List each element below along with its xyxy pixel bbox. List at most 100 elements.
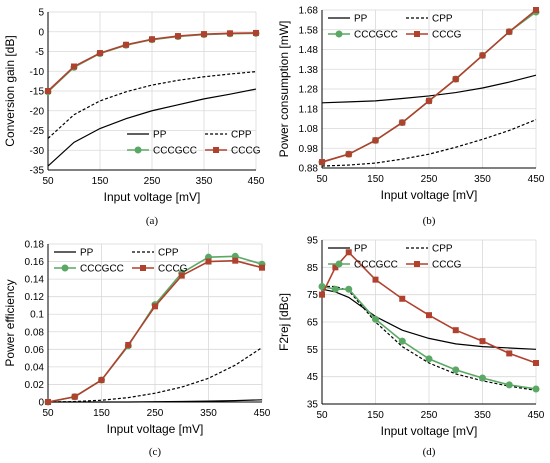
chart-0-xtick-label-1: 150 bbox=[92, 176, 109, 187]
chart-1-series-3-point-4 bbox=[426, 97, 432, 104]
chart-3-series-2-point-4 bbox=[398, 337, 406, 345]
chart-2-series-3-point-7 bbox=[232, 257, 239, 264]
chart-2-series-3-point-6 bbox=[205, 258, 212, 265]
chart-2-xtick-label-0: 50 bbox=[42, 408, 54, 419]
chart-1-series-3-point-8 bbox=[533, 7, 539, 13]
chart-2-xtick-label-3: 350 bbox=[200, 408, 217, 419]
chart-1-series-3-point-7 bbox=[506, 28, 513, 35]
chart-3-series-3-point-1 bbox=[332, 264, 339, 271]
chart-3-ytick-label-3: 65 bbox=[307, 318, 319, 329]
chart-2-series-1-line bbox=[47, 347, 263, 403]
chart-0-ytick-label-6: -5 bbox=[35, 47, 44, 58]
chart-3-legend-label-0: PP bbox=[354, 244, 368, 255]
chart-3-legend-marker-3 bbox=[414, 261, 420, 267]
chart-3: 50 150 250 350 450 35 45 55 65 75 85 95 Input voltag… bbox=[277, 236, 545, 459]
chart-0-series-3-point-1 bbox=[71, 63, 77, 70]
chart-1-ytick-label-2: 1.08 bbox=[299, 124, 319, 135]
chart-0-series-3-point-3 bbox=[123, 41, 129, 48]
chart-0-series-3-point-7 bbox=[227, 30, 233, 37]
chart-1-xtick-label-1: 150 bbox=[367, 174, 384, 185]
chart-2-series-3-point-0 bbox=[45, 399, 51, 405]
chart-0-ytick-label-3: -20 bbox=[30, 106, 45, 117]
chart-2-legend-label-1: CPP bbox=[158, 248, 179, 259]
chart-1-xtick-label-0: 50 bbox=[316, 174, 328, 185]
chart-1-legend-label-2: CCCGCC bbox=[354, 30, 398, 41]
chart-0-ytick-label-1: -30 bbox=[30, 146, 45, 157]
chart-1-xlabel: Input voltage [mV] bbox=[381, 188, 478, 202]
chart-2: 50 150 250 350 450 0 0.02 0.04 0.06 0.08 0.1 0.12 0.… bbox=[3, 240, 271, 459]
chart-0-series-3-point-5 bbox=[175, 33, 181, 40]
chart-1-legend-label-0: PP bbox=[354, 14, 368, 25]
chart-2-series-3-point-4 bbox=[152, 303, 158, 310]
chart-0-ytick-label-0: -35 bbox=[30, 166, 45, 177]
chart-2-series-3-point-2 bbox=[98, 377, 105, 384]
chart-0-legend-label-1: CPP bbox=[231, 130, 252, 141]
chart-0-ytick-label-7: 0 bbox=[38, 27, 44, 38]
chart-3-series-2-point-5 bbox=[425, 355, 433, 363]
chart-1-ytick-label-8: 1.68 bbox=[299, 6, 319, 17]
chart-0-series-3-point-4 bbox=[149, 36, 155, 43]
chart-0-series-3-point-6 bbox=[201, 31, 207, 38]
chart-3-legend-label-3: CCCG bbox=[432, 260, 462, 271]
chart-3-xtick-label-4: 450 bbox=[528, 410, 545, 421]
chart-2-legend-label-2: CCCGCC bbox=[80, 264, 124, 275]
chart-3-series-2-point-3 bbox=[372, 315, 379, 323]
chart-3-series-3-point-3 bbox=[372, 276, 379, 283]
chart-1-series-0-line bbox=[321, 74, 537, 104]
chart-0-legend-marker-2 bbox=[134, 146, 142, 154]
chart-3-ytick-label-6: 95 bbox=[307, 236, 319, 247]
chart-3-ytick-label-5: 85 bbox=[307, 263, 319, 274]
chart-1-xtick-label-2: 250 bbox=[421, 174, 438, 185]
chart-3-series-3-point-0 bbox=[319, 291, 325, 298]
chart-0-ytick-label-2: -25 bbox=[30, 126, 45, 137]
chart-3-series-3-point-9 bbox=[533, 360, 539, 366]
chart-1-legend-marker-2 bbox=[335, 30, 343, 38]
chart-0-legend-label-3: CCCG bbox=[231, 146, 261, 157]
chart-3-series-2-point-1 bbox=[331, 285, 339, 293]
chart-2-legend-label-0: PP bbox=[80, 248, 94, 259]
chart-1-series-3-point-5 bbox=[452, 76, 459, 83]
chart-2-ytick-label-4: 0.08 bbox=[25, 327, 45, 338]
chart-1-caption: (b) bbox=[423, 215, 436, 227]
chart-1-legend-label-3: CCCG bbox=[432, 30, 462, 41]
chart-3-xlabel: Input voltage [mV] bbox=[381, 424, 478, 438]
chart-3-ytick-label-2: 55 bbox=[307, 345, 319, 356]
chart-0-legend-label-2: CCCGCC bbox=[153, 146, 197, 157]
chart-2-legend-marker-3 bbox=[140, 265, 146, 271]
chart-3-series-2-point-7 bbox=[479, 374, 486, 382]
chart-0-ytick-label-8: 5 bbox=[38, 8, 44, 19]
chart-0-legend-marker-3 bbox=[213, 147, 220, 153]
chart-1-ytick-label-4: 1.28 bbox=[299, 85, 319, 96]
chart-2-ytick-label-3: 0.06 bbox=[25, 345, 45, 356]
chart-3-legend-marker-2 bbox=[335, 260, 343, 268]
chart-2-xlabel: Input voltage [mV] bbox=[107, 422, 204, 436]
chart-1-ylabel: Power consumption [mW] bbox=[277, 21, 291, 158]
chart-3-series-3-point-5 bbox=[426, 312, 432, 319]
chart-1-ytick-label-7: 1.58 bbox=[299, 25, 319, 36]
chart-3-legend-label-2: CCCGCC bbox=[354, 260, 398, 271]
chart-0-xtick-label-4: 450 bbox=[248, 176, 265, 187]
chart-0-series-3-point-0 bbox=[45, 88, 51, 94]
chart-1-series-3-point-2 bbox=[372, 137, 379, 144]
chart-0-legend-label-0: PP bbox=[153, 130, 167, 141]
chart-3-xtick-label-1: 150 bbox=[367, 410, 384, 421]
chart-3-series-3-point-2 bbox=[345, 249, 352, 256]
chart-1-xtick-label-4: 450 bbox=[528, 174, 545, 185]
chart-3-series-2-point-2 bbox=[345, 285, 353, 293]
chart-2-legend-label-3: CCCG bbox=[158, 264, 188, 275]
chart-2-series-3-point-8 bbox=[259, 264, 265, 271]
chart-0-xtick-label-3: 350 bbox=[196, 176, 213, 187]
chart-2-series-3-point-3 bbox=[125, 341, 132, 348]
chart-3-xtick-label-3: 350 bbox=[474, 410, 491, 421]
chart-0-ylabel: Conversion gain [dB] bbox=[3, 35, 17, 146]
chart-3-ytick-label-1: 45 bbox=[307, 372, 319, 383]
chart-2-ytick-label-1: 0.02 bbox=[25, 380, 45, 391]
chart-3-series-3-point-7 bbox=[479, 338, 486, 345]
chart-0-series-3-point-2 bbox=[97, 50, 103, 57]
chart-2-ytick-label-6: 0.12 bbox=[25, 292, 45, 303]
chart-3-xtick-label-0: 50 bbox=[316, 410, 328, 421]
chart-0-ytick-label-4: -15 bbox=[30, 87, 45, 98]
chart-2-ytick-label-2: 0.04 bbox=[25, 362, 45, 373]
chart-1-ytick-label-0: 0.88 bbox=[299, 164, 319, 175]
chart-3-series-2-point-6 bbox=[452, 366, 460, 374]
